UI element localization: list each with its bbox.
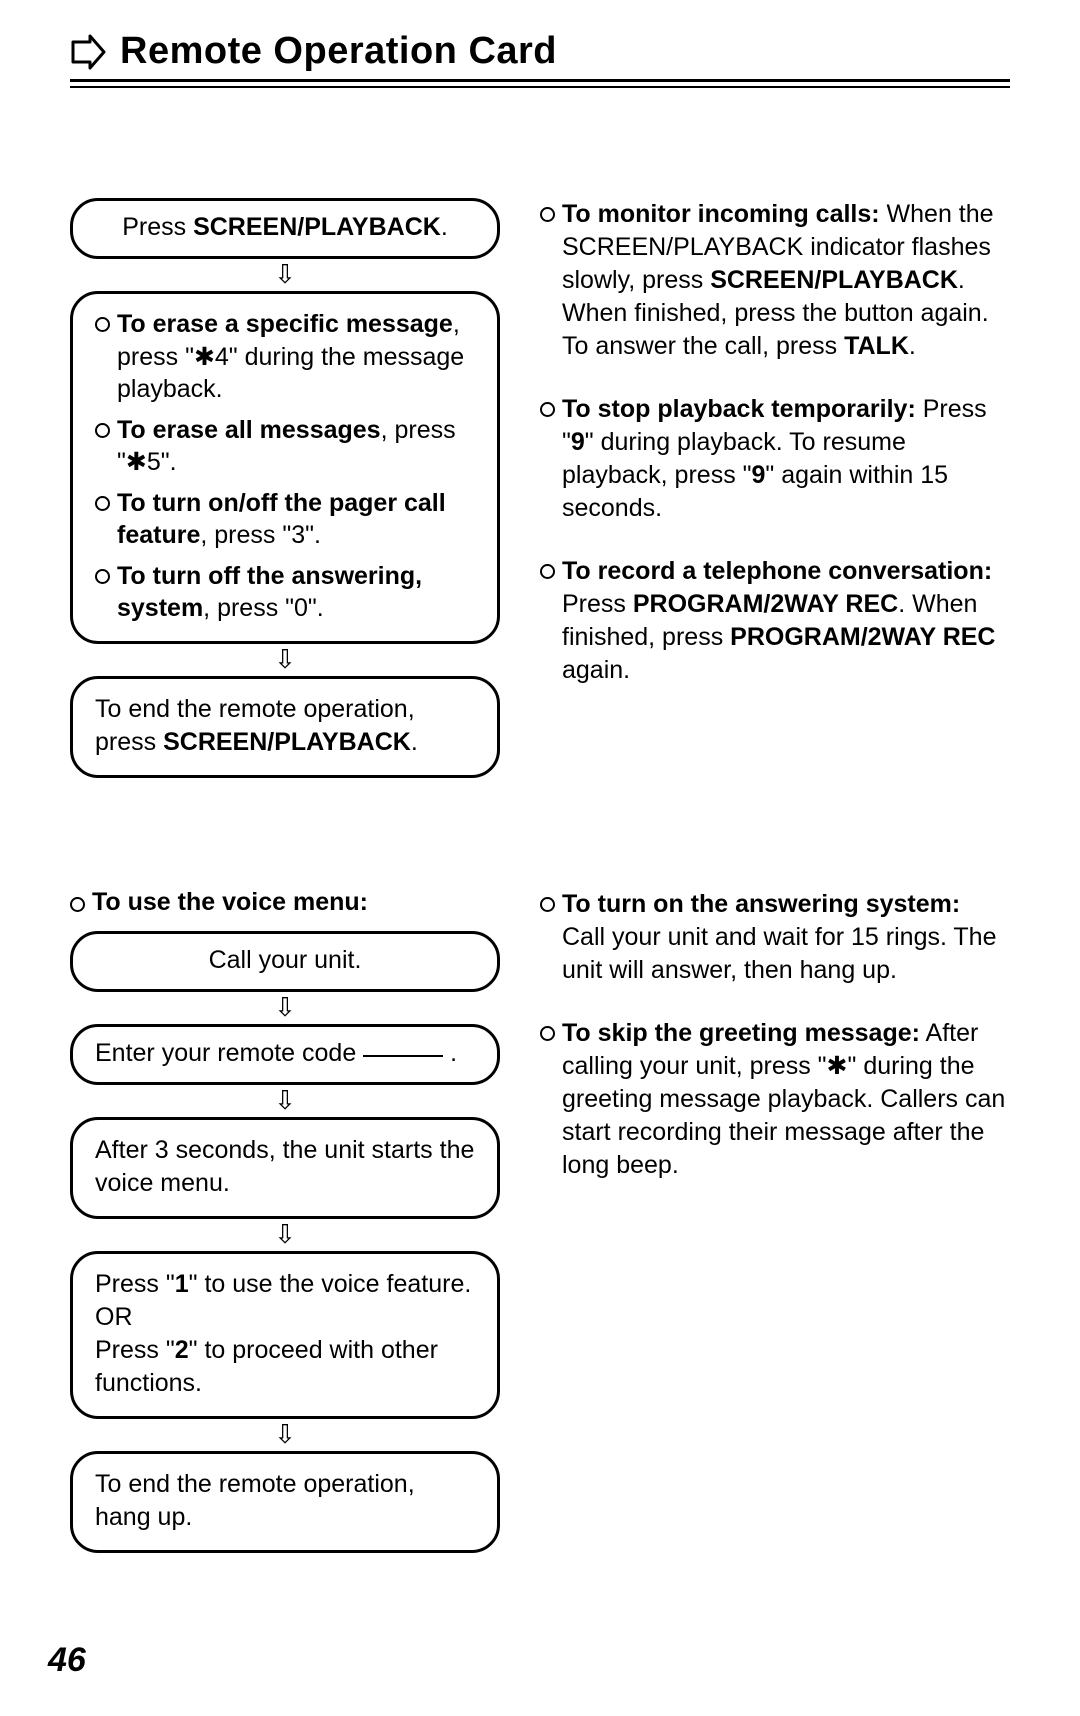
- text-bold: SCREEN/PLAYBACK: [710, 266, 958, 294]
- bullet-item: To erase all messages, press "✱5".: [95, 414, 475, 479]
- bullet-item: To turn off the answering, system, press…: [95, 560, 475, 625]
- voice-menu-header: To use the voice menu:: [70, 888, 500, 917]
- text: " to use the voice feature.: [189, 1270, 472, 1298]
- text-bold: To monitor incoming calls:: [562, 200, 880, 228]
- info-item: To turn on the answering system: Call yo…: [540, 888, 1010, 987]
- text: OR: [95, 1301, 475, 1334]
- text: Press ": [95, 1336, 175, 1364]
- text-bold: To record a telephone conversation:: [562, 557, 992, 585]
- text-bold: To erase a specific message: [117, 310, 453, 338]
- text: Call your unit.: [209, 946, 362, 974]
- text-bold: PROGRAM/2WAY REC: [633, 590, 898, 618]
- text-bold: 9: [571, 428, 585, 456]
- text-bold: To erase all messages: [117, 416, 381, 444]
- text-bold: 9: [752, 461, 766, 489]
- arrow-down-icon: ⇩: [70, 992, 500, 1024]
- arrow-down-icon: ⇩: [70, 1419, 500, 1451]
- text: , press "0".: [203, 594, 324, 622]
- text: Press ": [95, 1270, 175, 1298]
- text-bold: To skip the greeting message:: [562, 1019, 920, 1047]
- text: .: [441, 213, 448, 241]
- voice-step2: Enter your remote code .: [70, 1024, 500, 1085]
- info-item: To record a telephone conversation: Pres…: [540, 555, 1010, 687]
- info-item: To monitor incoming calls: When the SCRE…: [540, 198, 1010, 363]
- info-item: To stop playback temporarily: Press "9" …: [540, 393, 1010, 525]
- info-item: To skip the greeting message: After call…: [540, 1017, 1010, 1182]
- page-title-row: Remote Operation Card: [70, 30, 1010, 73]
- flow1-step3: To end the remote operation, press SCREE…: [70, 676, 500, 778]
- text-bold: To turn on the answering system:: [562, 890, 960, 918]
- text: After 3 seconds, the unit starts the voi…: [95, 1136, 474, 1197]
- text-bold: PROGRAM/2WAY REC: [730, 623, 995, 651]
- text: .: [443, 1039, 457, 1067]
- text: To end the remote operation, hang up.: [95, 1470, 415, 1531]
- text-bold: TALK: [844, 332, 909, 360]
- text: .: [909, 332, 916, 360]
- pointer-right-icon: [70, 34, 106, 70]
- bullet-item: To erase a specific message, press "✱4" …: [95, 308, 475, 406]
- voice-step4: Press "1" to use the voice feature. OR P…: [70, 1251, 500, 1419]
- arrow-down-icon: ⇩: [70, 644, 500, 676]
- text: , press "3".: [200, 521, 321, 549]
- text: Enter your remote code: [95, 1039, 363, 1067]
- flow1-step2: To erase a specific message, press "✱4" …: [70, 291, 500, 644]
- voice-step5: To end the remote operation, hang up.: [70, 1451, 500, 1553]
- arrow-down-icon: ⇩: [70, 259, 500, 291]
- text-bold: SCREEN/PLAYBACK: [163, 728, 411, 756]
- text: Press: [122, 213, 193, 241]
- page-number: 46: [48, 1641, 86, 1680]
- text: Press: [562, 590, 633, 618]
- text: Call your unit and wait for 15 rings. Th…: [562, 923, 997, 984]
- arrow-down-icon: ⇩: [70, 1219, 500, 1251]
- text: press: [95, 728, 163, 756]
- text: To end the remote operation,: [95, 693, 475, 726]
- page-title: Remote Operation Card: [120, 30, 557, 73]
- text-bold: 2: [175, 1336, 189, 1364]
- bullet-item: To turn on/off the pager call feature, p…: [95, 487, 475, 552]
- flow1-step1: Press SCREEN/PLAYBACK.: [70, 198, 500, 259]
- text-bold: SCREEN/PLAYBACK: [193, 213, 441, 241]
- text-bold: 1: [175, 1270, 189, 1298]
- blank-line: [363, 1055, 443, 1057]
- text: again.: [562, 656, 630, 684]
- text-bold: To stop playback temporarily:: [562, 395, 916, 423]
- voice-step3: After 3 seconds, the unit starts the voi…: [70, 1117, 500, 1219]
- text: .: [411, 728, 418, 756]
- arrow-down-icon: ⇩: [70, 1085, 500, 1117]
- voice-step1: Call your unit.: [70, 931, 500, 992]
- title-underline: [70, 79, 1010, 88]
